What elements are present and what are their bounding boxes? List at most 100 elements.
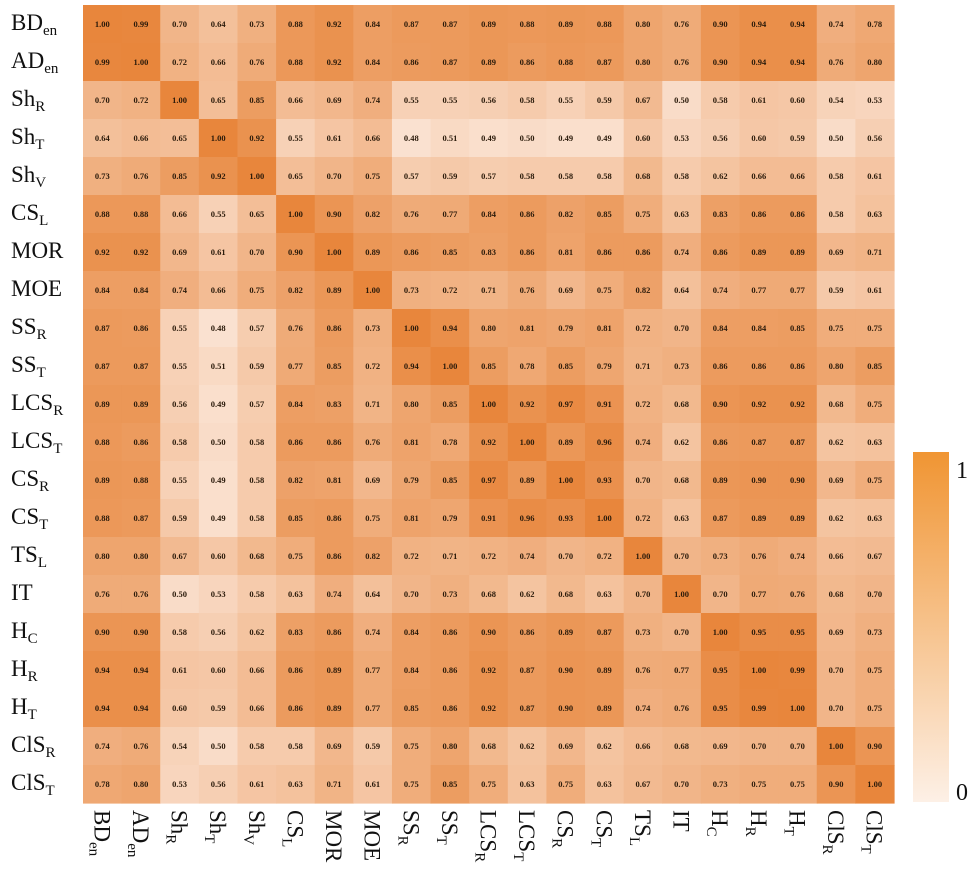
heatmap-cell-r17-c13: [585, 651, 625, 690]
heatmap-cell-r5-c16: [700, 195, 741, 234]
row-label-4: ShV: [11, 162, 46, 191]
heatmap-value-r12-c8: 0.79: [404, 475, 419, 485]
heatmap-cell-r14-c17: [739, 537, 779, 576]
heatmap-cell-r8-c2: [160, 309, 200, 348]
heatmap-cell-r7-c0: [83, 271, 123, 310]
heatmap-cell-r8-c13: [585, 309, 625, 348]
heatmap-cell-r15-c18: [778, 575, 818, 614]
heatmap-cell-r18-c5: [276, 689, 316, 728]
heatmap-value-r2-c19: 0.54: [829, 95, 845, 105]
heatmap-value-r13-c12: 0.93: [558, 513, 573, 523]
heatmap-cell-r18-c1: [121, 689, 161, 728]
heatmap-value-r16-c19: 0.69: [829, 627, 844, 637]
heatmap-value-r7-c5: 0.82: [288, 285, 303, 295]
heatmap-cell-r18-c15: [662, 689, 702, 728]
heatmap-value-r6-c3: 0.61: [211, 247, 226, 257]
column-label-9: SST: [433, 810, 462, 845]
heatmap-value-r12-c15: 0.68: [674, 475, 689, 485]
heatmap-cell-r5-c7: [353, 195, 393, 234]
heatmap-cell-r5-c18: [778, 195, 818, 234]
heatmap-cell-r11-c17: [739, 423, 779, 462]
heatmap-cell-r6-c6: [314, 233, 354, 272]
heatmap-cell-r14-c6: [314, 537, 354, 576]
heatmap-value-r11-c4: 0.58: [249, 437, 264, 447]
heatmap-cell-r4-c9: [430, 157, 470, 196]
column-label-0: BDen: [85, 810, 114, 857]
heatmap-value-r5-c0: 0.88: [95, 209, 110, 219]
heatmap-cell-r7-c11: [507, 271, 548, 310]
heatmap-value-r3-c17: 0.60: [751, 133, 766, 143]
heatmap-value-r20-c16: 0.73: [713, 779, 728, 789]
heatmap-value-r2-c3: 0.65: [211, 95, 226, 105]
heatmap-cell-r1-c20: [855, 43, 895, 82]
column-label-13: CST: [587, 810, 616, 847]
heatmap-cell-r20-c16: [700, 765, 741, 804]
heatmap-value-r6-c5: 0.90: [288, 247, 303, 257]
heatmap-value-r5-c15: 0.63: [674, 209, 689, 219]
heatmap-value-r14-c13: 0.72: [597, 551, 612, 561]
heatmap-cell-r8-c6: [314, 309, 354, 348]
heatmap-cell-r16-c2: [160, 613, 200, 652]
heatmap-cell-r20-c7: [353, 765, 393, 804]
heatmap-cell-r4-c11: [507, 157, 548, 196]
heatmap-cell-r17-c8: [391, 651, 432, 690]
heatmap-cell-r6-c10: [469, 233, 509, 272]
heatmap-cell-r20-c11: [507, 765, 548, 804]
heatmap-cell-r14-c9: [430, 537, 470, 576]
heatmap-cell-r13-c0: [83, 499, 123, 538]
heatmap-cell-r5-c15: [662, 195, 702, 234]
heatmap-value-r0-c14: 0.80: [636, 19, 651, 29]
heatmap-cell-r2-c8: [391, 81, 432, 120]
heatmap-value-r8-c13: 0.81: [597, 323, 612, 333]
heatmap-value-r1-c14: 0.80: [636, 57, 651, 67]
heatmap-value-r0-c12: 0.89: [558, 19, 573, 29]
heatmap-value-r19-c18: 0.70: [790, 741, 805, 751]
heatmap-cell-r11-c6: [314, 423, 354, 462]
heatmap-cell-r4-c18: [778, 157, 818, 196]
heatmap-value-r5-c14: 0.75: [636, 209, 651, 219]
heatmap-cell-r19-c14: [623, 727, 663, 766]
heatmap-cell-r0-c6: [314, 5, 354, 44]
heatmap-cell-r13-c8: [391, 499, 432, 538]
colorbar-min-label: 0: [956, 780, 968, 806]
heatmap-value-r0-c18: 0.94: [790, 19, 806, 29]
heatmap-value-r14-c18: 0.74: [790, 551, 806, 561]
heatmap-value-r12-c1: 0.88: [133, 475, 148, 485]
heatmap-cell-r11-c13: [585, 423, 625, 462]
heatmap-value-r8-c20: 0.75: [867, 323, 882, 333]
heatmap-cell-r14-c19: [816, 537, 856, 576]
heatmap-value-r16-c3: 0.56: [211, 627, 226, 637]
heatmap-value-r11-c20: 0.63: [867, 437, 882, 447]
heatmap-cell-r9-c15: [662, 347, 702, 386]
heatmap-cell-r19-c8: [391, 727, 432, 766]
heatmap-value-r1-c17: 0.94: [751, 57, 767, 67]
heatmap-value-r7-c13: 0.75: [597, 285, 612, 295]
heatmap-value-r8-c0: 0.87: [95, 323, 111, 333]
column-label-4: ShV: [240, 810, 269, 845]
heatmap-value-r16-c7: 0.74: [365, 627, 381, 637]
heatmap-value-r3-c3: 1.00: [211, 133, 226, 143]
heatmap-cell-r15-c19: [816, 575, 856, 614]
heatmap-value-r20-c15: 0.70: [674, 779, 689, 789]
heatmap-cell-r10-c2: [160, 385, 200, 424]
heatmap-cell-r3-c19: [816, 119, 856, 158]
heatmap-cell-r17-c10: [469, 651, 509, 690]
heatmap-value-r0-c7: 0.84: [365, 19, 381, 29]
heatmap-cell-r13-c4: [237, 499, 277, 538]
heatmap-value-r2-c8: 0.55: [404, 95, 419, 105]
heatmap-cell-r16-c7: [353, 613, 393, 652]
heatmap-value-r10-c13: 0.91: [597, 399, 612, 409]
heatmap-cell-r11-c1: [121, 423, 161, 462]
heatmap-value-r1-c11: 0.86: [520, 57, 535, 67]
heatmap-cell-r13-c9: [430, 499, 470, 538]
heatmap-value-r3-c5: 0.55: [288, 133, 303, 143]
heatmap-cell-r10-c19: [816, 385, 856, 424]
heatmap-cell-r3-c4: [237, 119, 277, 158]
heatmap-value-r2-c18: 0.60: [790, 95, 805, 105]
heatmap-cell-r10-c7: [353, 385, 393, 424]
heatmap-value-r2-c9: 0.55: [442, 95, 457, 105]
heatmap-cell-r1-c18: [778, 43, 818, 82]
heatmap-cell-r8-c15: [662, 309, 702, 348]
column-label-3: ShT: [201, 810, 230, 843]
heatmap-cell-r13-c1: [121, 499, 161, 538]
